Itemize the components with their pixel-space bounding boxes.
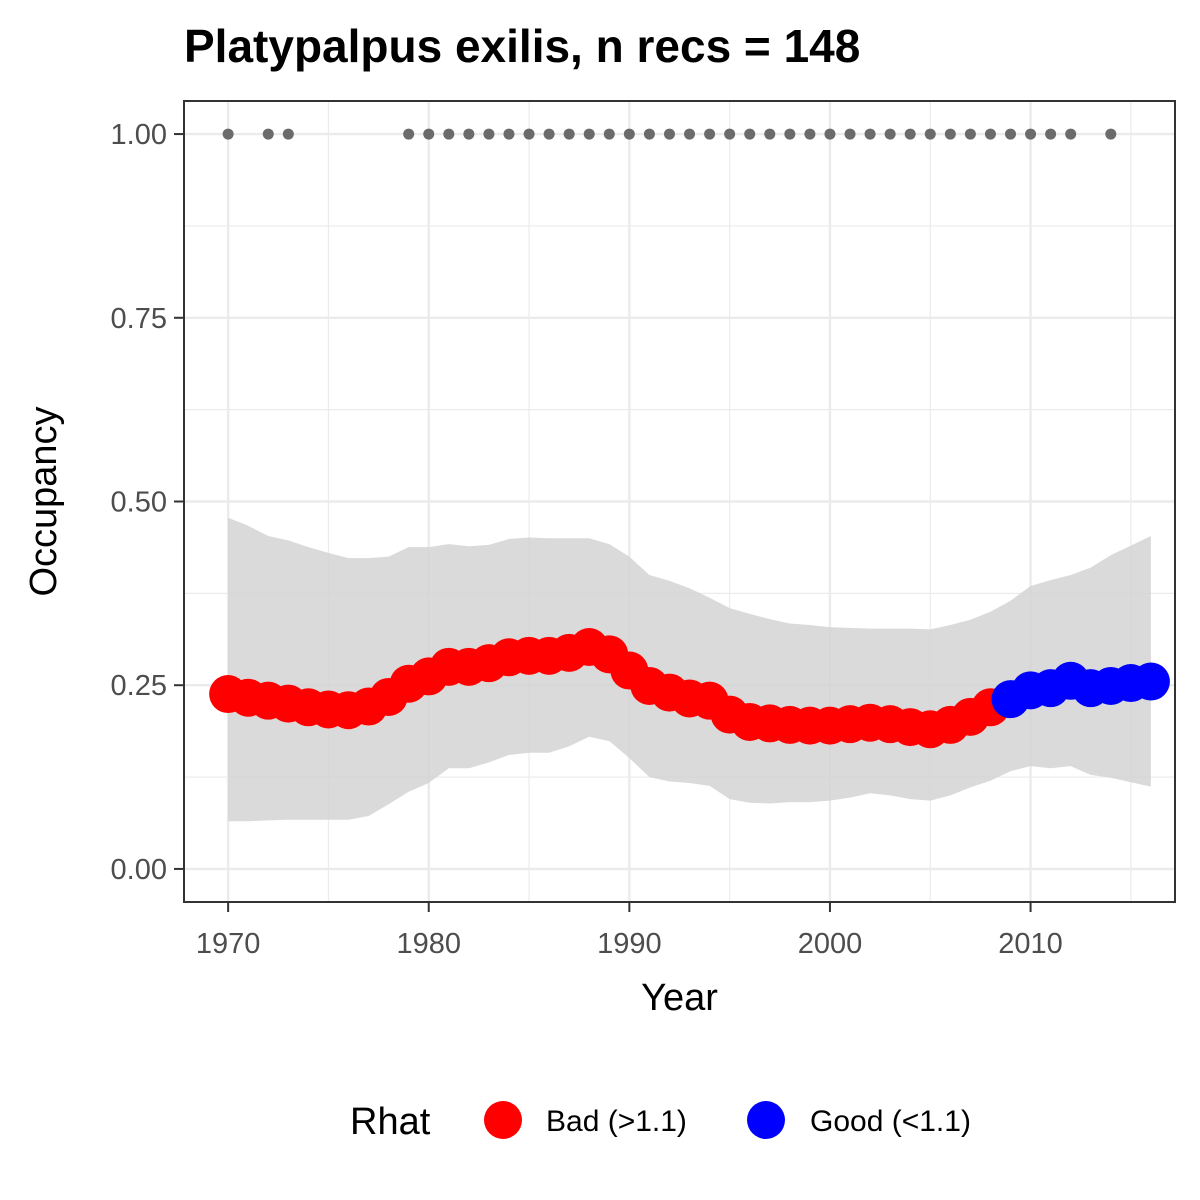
record-point	[844, 128, 856, 140]
legend-title: Rhat	[350, 1101, 431, 1143]
record-point	[483, 128, 495, 140]
x-tick-label: 2010	[998, 928, 1063, 960]
legend-key-good	[747, 1101, 785, 1139]
y-axis: 0.00 0.25 0.50 0.75 1.00	[111, 119, 184, 886]
record-point	[924, 128, 936, 140]
record-point	[804, 128, 816, 140]
record-point	[904, 128, 916, 140]
record-points	[222, 128, 1117, 140]
legend-label-good: Good (<1.1)	[810, 1105, 971, 1138]
record-point	[1045, 128, 1057, 140]
record-point	[784, 128, 796, 140]
record-point	[403, 128, 415, 140]
record-point	[463, 128, 475, 140]
legend: Rhat Bad (>1.1) Good (<1.1)	[350, 1101, 971, 1143]
y-tick-label: 0.75	[111, 303, 167, 335]
x-tick-label: 1990	[597, 928, 662, 960]
record-point	[222, 128, 234, 140]
record-point	[984, 128, 996, 140]
record-point	[724, 128, 736, 140]
record-point	[744, 128, 756, 140]
occupancy-points	[209, 628, 1170, 749]
record-point	[603, 128, 615, 140]
y-tick-label: 1.00	[111, 119, 167, 151]
record-point	[884, 128, 896, 140]
record-point	[503, 128, 515, 140]
x-tick-label: 1970	[196, 928, 261, 960]
record-point	[944, 128, 956, 140]
y-tick-label: 0.25	[111, 670, 167, 702]
legend-label-bad: Bad (>1.1)	[546, 1105, 687, 1138]
occupancy-point-good	[1131, 662, 1170, 701]
x-tick-label: 2000	[798, 928, 863, 960]
record-point	[824, 128, 836, 140]
record-point	[543, 128, 555, 140]
x-tick-label: 1980	[396, 928, 461, 960]
record-point	[684, 128, 696, 140]
record-point	[282, 128, 294, 140]
record-point	[1065, 128, 1077, 140]
x-axis: 1970 1980 1990 2000 2010	[196, 902, 1063, 960]
record-point	[583, 128, 595, 140]
record-point	[423, 128, 435, 140]
record-point	[964, 128, 976, 140]
record-point	[1025, 128, 1037, 140]
legend-key-bad	[484, 1101, 522, 1139]
y-axis-label: Occupancy	[23, 406, 65, 596]
record-point	[563, 128, 575, 140]
x-axis-label: Year	[641, 977, 718, 1019]
record-point	[523, 128, 535, 140]
record-point	[1005, 128, 1017, 140]
y-tick-label: 0.00	[111, 854, 167, 886]
record-point	[704, 128, 716, 140]
record-point	[623, 128, 635, 140]
record-point	[443, 128, 455, 140]
record-point	[1105, 128, 1117, 140]
chart-title: Platypalpus exilis, n recs = 148	[184, 20, 860, 72]
record-point	[663, 128, 675, 140]
record-point	[643, 128, 655, 140]
plot-panel	[183, 100, 1176, 903]
record-point	[764, 128, 776, 140]
y-tick-label: 0.50	[111, 487, 167, 519]
record-point	[262, 128, 274, 140]
record-point	[864, 128, 876, 140]
